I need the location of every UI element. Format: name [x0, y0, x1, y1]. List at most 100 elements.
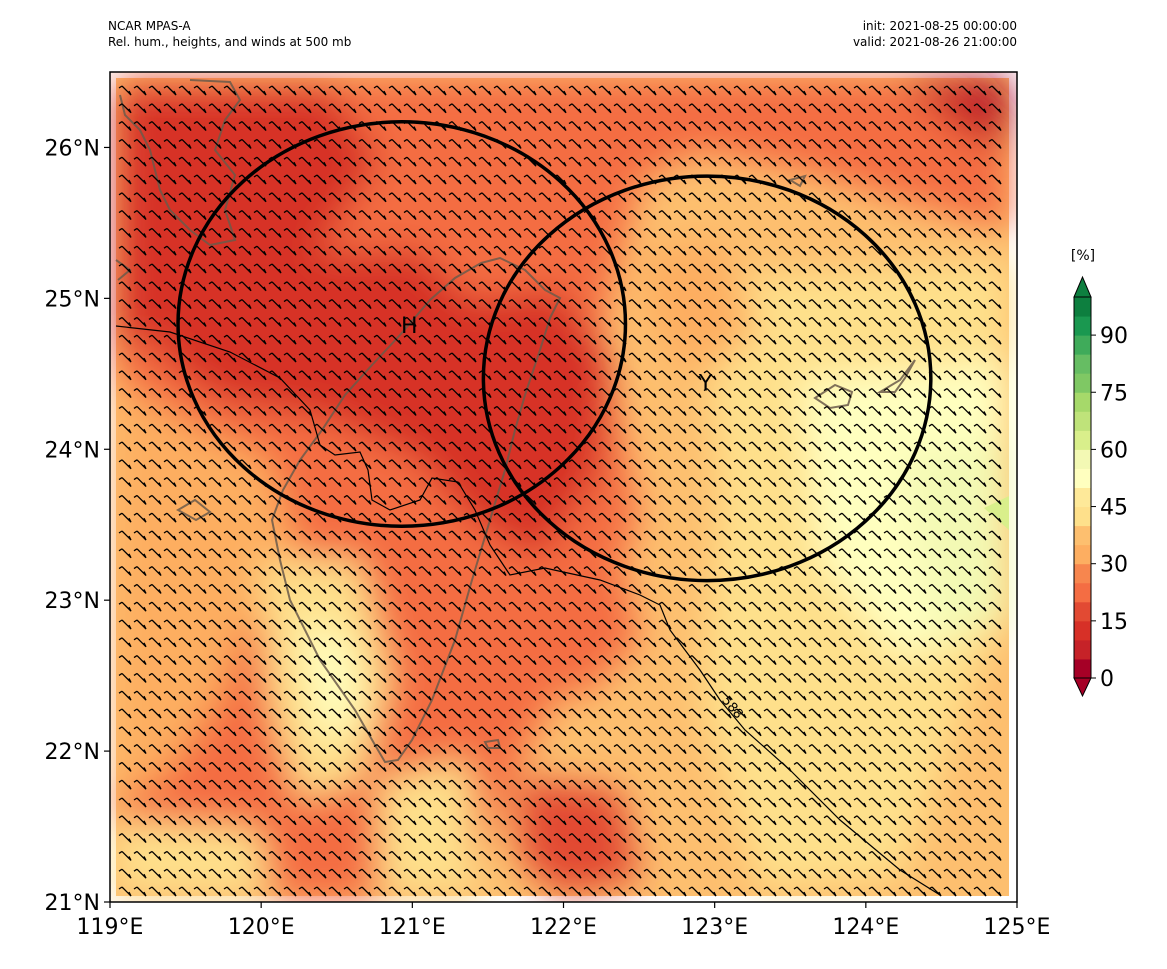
- wind-barb: [883, 494, 897, 505]
- wind-barb: [943, 299, 957, 310]
- wind-barb: [148, 263, 162, 274]
- figure-header-right: init: 2021-08-25 00:00:00 valid: 2021-08…: [740, 18, 1017, 50]
- wind-barb: [253, 459, 267, 470]
- wind-barb: [703, 388, 717, 399]
- wind-barb: [883, 761, 897, 772]
- wind-barb: [508, 708, 522, 719]
- wind-barb: [223, 886, 237, 897]
- wind-barb: [913, 192, 927, 203]
- wind-barb: [763, 779, 777, 790]
- wind-barb: [253, 797, 267, 808]
- wind-barb: [568, 637, 582, 648]
- wind-barb: [613, 868, 627, 879]
- wind-barb: [598, 477, 612, 488]
- wind-barb: [733, 441, 747, 452]
- wind-barb: [568, 174, 582, 185]
- wind-barb: [253, 423, 267, 434]
- wind-barb: [553, 405, 567, 416]
- wind-barb: [598, 601, 612, 612]
- wind-barb: [208, 850, 222, 861]
- wind-barb: [268, 619, 282, 630]
- wind-barb: [808, 334, 822, 345]
- wind-barb: [628, 726, 642, 737]
- lat-tick-label: 23°N: [45, 589, 100, 614]
- wind-barb: [493, 761, 507, 772]
- wind-barb: [463, 334, 477, 345]
- wind-barb: [718, 761, 732, 772]
- wind-barb: [658, 619, 672, 630]
- wind-barb: [343, 886, 357, 897]
- wind-barb: [988, 868, 1002, 879]
- wind-barb: [178, 797, 192, 808]
- wind-barb: [883, 726, 897, 737]
- wind-barb: [343, 619, 357, 630]
- wind-barb: [298, 850, 312, 861]
- wind-barb: [928, 299, 942, 310]
- wind-barb: [208, 690, 222, 701]
- colorbar-segment: [1074, 487, 1091, 508]
- wind-barb: [838, 423, 852, 434]
- wind-barb: [928, 121, 942, 132]
- wind-barb: [718, 655, 732, 666]
- wind-barb: [673, 868, 687, 879]
- wind-barb: [163, 477, 177, 488]
- wind-barb: [688, 85, 702, 96]
- wind-barb: [553, 868, 567, 879]
- wind-barbs: [118, 85, 1002, 897]
- wind-barb: [163, 530, 177, 541]
- wind-barb: [853, 815, 867, 826]
- wind-barb: [568, 530, 582, 541]
- wind-barb: [553, 530, 567, 541]
- wind-barb: [718, 156, 732, 167]
- wind-barb: [388, 156, 402, 167]
- wind-barb: [388, 833, 402, 844]
- wind-barb: [403, 601, 417, 612]
- wind-barb: [538, 761, 552, 772]
- wind-barb: [118, 423, 132, 434]
- wind-barb: [463, 690, 477, 701]
- wind-barb: [823, 423, 837, 434]
- wind-barb: [748, 726, 762, 737]
- wind-barb: [913, 833, 927, 844]
- wind-barb: [643, 156, 657, 167]
- wind-barb: [208, 459, 222, 470]
- wind-barb: [283, 619, 297, 630]
- wind-barb: [268, 281, 282, 292]
- wind-barb: [523, 637, 537, 648]
- wind-barb: [898, 619, 912, 630]
- wind-barb: [493, 779, 507, 790]
- wind-barb: [403, 227, 417, 238]
- wind-barb: [463, 672, 477, 683]
- wind-barb: [373, 637, 387, 648]
- wind-barb: [658, 156, 672, 167]
- wind-barb: [823, 868, 837, 879]
- wind-barb: [673, 334, 687, 345]
- wind-barb: [688, 245, 702, 256]
- wind-barb: [988, 797, 1002, 808]
- wind-barb: [193, 227, 207, 238]
- wind-barb: [628, 619, 642, 630]
- wind-barb: [328, 334, 342, 345]
- wind-barb: [358, 405, 372, 416]
- wind-barb: [463, 637, 477, 648]
- wind-barb: [538, 334, 552, 345]
- wind-barb: [523, 708, 537, 719]
- wind-barb: [238, 655, 252, 666]
- wind-barb: [223, 815, 237, 826]
- map-panel[interactable]: 588 HY: [110, 72, 1017, 902]
- wind-barb: [343, 868, 357, 879]
- wind-barb: [913, 494, 927, 505]
- wind-barb: [733, 583, 747, 594]
- wind-barb: [973, 833, 987, 844]
- wind-barb: [373, 833, 387, 844]
- wind-barb: [193, 388, 207, 399]
- wind-barb: [538, 281, 552, 292]
- wind-barb: [253, 726, 267, 737]
- wind-barb: [118, 886, 132, 897]
- wind-barb: [793, 779, 807, 790]
- wind-barb: [628, 779, 642, 790]
- wind-barb: [763, 103, 777, 114]
- wind-barb: [328, 761, 342, 772]
- wind-barb: [418, 334, 432, 345]
- wind-barb: [268, 245, 282, 256]
